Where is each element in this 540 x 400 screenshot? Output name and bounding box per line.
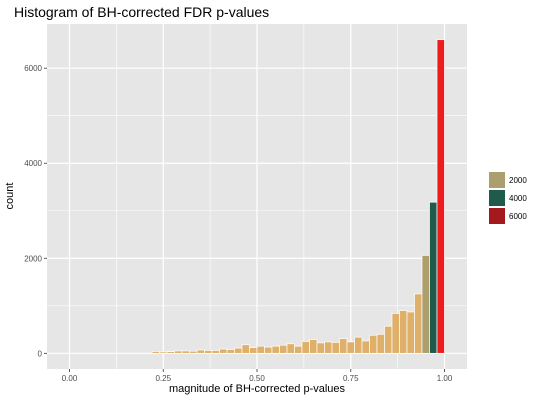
x-axis-label: magnitude of BH-corrected p-values bbox=[169, 383, 346, 395]
histogram-bar bbox=[226, 349, 235, 354]
legend-label: 2000 bbox=[509, 176, 527, 185]
histogram-bar bbox=[279, 344, 288, 354]
histogram-bar bbox=[376, 333, 385, 354]
chart-title: Histogram of BH-corrected FDR p-values bbox=[14, 4, 269, 20]
histogram-bar bbox=[316, 342, 325, 354]
major-gridlines bbox=[47, 24, 467, 369]
histogram-bar bbox=[234, 347, 243, 354]
histogram-bar bbox=[324, 341, 333, 354]
y-axis-ticks: 0 2000 4000 6000 bbox=[24, 64, 47, 358]
histogram-bar bbox=[181, 350, 190, 354]
histogram-bar bbox=[309, 339, 318, 354]
histogram-bar bbox=[189, 350, 198, 354]
legend-swatch bbox=[489, 208, 505, 224]
x-tick-label: 1.00 bbox=[437, 374, 453, 383]
histogram-bar bbox=[151, 351, 160, 354]
histogram-bar bbox=[159, 351, 168, 354]
histogram-bar bbox=[196, 349, 205, 354]
histogram-bar bbox=[429, 201, 438, 354]
histogram-bar bbox=[406, 311, 415, 354]
x-tick-label: 0.75 bbox=[343, 374, 359, 383]
legend: 2000 4000 6000 bbox=[489, 172, 527, 224]
x-axis-ticks: 0.00 0.25 0.50 0.75 1.00 bbox=[62, 369, 453, 383]
histogram-bar bbox=[346, 341, 355, 354]
histogram-bars bbox=[151, 39, 445, 354]
histogram-bar bbox=[271, 345, 280, 354]
histogram-bar bbox=[421, 255, 430, 354]
legend-swatch bbox=[489, 190, 505, 206]
histogram-bar bbox=[399, 310, 408, 354]
histogram-bar bbox=[384, 325, 393, 354]
histogram-bar bbox=[264, 346, 273, 354]
histogram-bar bbox=[286, 343, 295, 354]
legend-label: 6000 bbox=[509, 212, 527, 221]
histogram-bar bbox=[241, 344, 250, 354]
x-tick-label: 0.00 bbox=[62, 374, 78, 383]
y-tick-label: 6000 bbox=[24, 64, 42, 73]
x-tick-label: 0.50 bbox=[249, 374, 265, 383]
histogram-bar bbox=[166, 351, 175, 354]
histogram-bar bbox=[204, 350, 213, 354]
legend-label: 4000 bbox=[509, 194, 527, 203]
histogram-bar bbox=[174, 350, 183, 354]
histogram-bar bbox=[339, 338, 348, 354]
histogram-bar bbox=[219, 348, 228, 354]
histogram-bar bbox=[301, 341, 310, 354]
histogram-bar bbox=[354, 336, 363, 354]
histogram-bar bbox=[436, 39, 445, 354]
histogram-bar bbox=[414, 293, 423, 354]
histogram-bar bbox=[294, 345, 303, 354]
histogram-bar bbox=[369, 334, 378, 354]
histogram-bar bbox=[391, 313, 400, 354]
y-tick-label: 0 bbox=[38, 349, 43, 358]
histogram-bar bbox=[249, 347, 258, 354]
histogram-bar bbox=[256, 345, 265, 354]
histogram-bar bbox=[361, 340, 370, 354]
y-axis-label: count bbox=[4, 183, 16, 210]
y-tick-label: 4000 bbox=[24, 159, 42, 168]
x-tick-label: 0.25 bbox=[155, 374, 171, 383]
histogram-bar bbox=[211, 350, 220, 354]
legend-swatch bbox=[489, 172, 505, 188]
y-tick-label: 2000 bbox=[24, 254, 42, 263]
histogram-bar bbox=[331, 342, 340, 354]
